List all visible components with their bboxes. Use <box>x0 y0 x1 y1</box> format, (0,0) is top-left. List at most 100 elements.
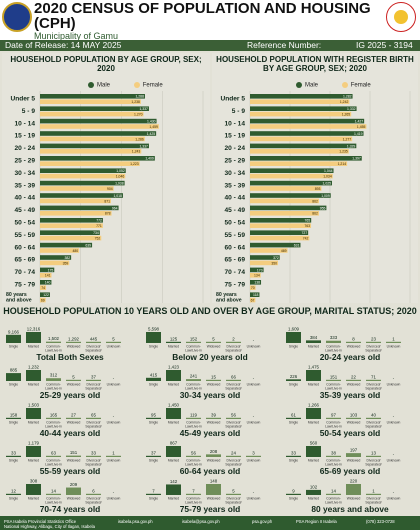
marital-status-title: HOUSEHOLD POPULATION 10 YEARS OLD AND OV… <box>3 306 417 316</box>
marital-value-label: 5 <box>72 374 75 379</box>
bar-value-label: 480 <box>72 249 78 253</box>
female-bar <box>250 161 348 166</box>
age-group-label: 30 - 34 <box>14 170 35 177</box>
marital-category-label: Widowed <box>67 421 81 425</box>
bar-value-label: 134 <box>254 274 260 278</box>
age-group-title: 60-64 years old <box>180 466 241 476</box>
female-swatch <box>133 82 140 88</box>
marital-bar <box>166 446 181 457</box>
male-bar <box>40 94 145 99</box>
marital-bar <box>66 341 81 343</box>
age-group-title: Below 20 years old <box>172 352 247 362</box>
marital-bar <box>46 341 61 343</box>
marital-category-label: Separated/ <box>365 425 381 429</box>
age-group-label: 5 - 9 <box>232 108 246 115</box>
marital-value-label: 308 <box>30 479 38 484</box>
female-bar <box>40 285 47 290</box>
marital-bar <box>206 454 221 457</box>
marital-category-label: Single <box>9 421 18 425</box>
marital-category-label: Unknown <box>107 421 121 425</box>
sun-icon <box>394 10 408 24</box>
marital-category-label: Widowed <box>67 345 81 349</box>
marital-category-label: Unknown <box>387 497 401 501</box>
marital-category-label: Separated/ <box>225 425 241 429</box>
bar-value-label: 955 <box>320 206 326 210</box>
bar-value-label: 1,332 <box>347 107 356 111</box>
footer-facebook[interactable]: PSA Region II Isabela <box>296 519 337 524</box>
male-bar <box>250 242 301 248</box>
marital-category-label: Divorced/ <box>87 383 101 387</box>
marital-bar <box>166 484 181 495</box>
marital-value-label: 27 <box>71 412 76 417</box>
female-bar <box>250 111 352 117</box>
female-bar <box>250 173 333 179</box>
marital-value-label: 142 <box>170 479 178 484</box>
male-bar <box>40 205 119 211</box>
female-bar <box>40 198 111 204</box>
marital-category-label: Common- <box>46 421 60 425</box>
marital-category-label: Divorced/ <box>227 345 241 349</box>
marital-category-label: Married <box>168 497 179 501</box>
bar-value-label: 964 <box>112 206 118 210</box>
male-bar <box>250 180 332 186</box>
footer-address: National Highway, Alibagu, City of Ilaga… <box>4 524 95 529</box>
male-bar <box>250 168 334 173</box>
marital-category-label: Widowed <box>207 459 221 463</box>
age-group-label: 55 - 59 <box>14 232 35 239</box>
marital-bar <box>106 455 121 457</box>
marital-bar <box>6 334 21 343</box>
marital-category-label: Unknown <box>107 459 121 463</box>
marital-category-label: Common- <box>186 497 200 501</box>
marital-category-label: Divorced/ <box>87 345 101 349</box>
marital-category-label: Unknown <box>107 497 121 501</box>
female-bar <box>40 260 70 266</box>
marital-bar <box>286 332 301 343</box>
female-bar <box>250 248 288 253</box>
marital-value-label: 208 <box>210 449 218 454</box>
marital-bar <box>146 377 161 381</box>
footer-site[interactable]: psa.gov.ph <box>252 519 273 524</box>
marital-value-label: 95 <box>151 412 156 417</box>
marital-category-label: Law/Live-in <box>325 501 342 505</box>
marital-category-label: Separated/ <box>85 501 101 505</box>
marital-value-label: 151 <box>70 450 78 455</box>
register-birth-chart-title: HOUSEHOLD POPULATION WITH REGISTER BIRTH… <box>216 55 414 73</box>
footer-web[interactable]: isabela.psa.gov.ph <box>118 519 153 524</box>
marital-category-label: Divorced/ <box>227 459 241 463</box>
bar-value-label: 1,046 <box>116 175 125 179</box>
age-group-label: 5 - 9 <box>22 108 36 115</box>
marital-value-label: 63 <box>51 450 56 455</box>
marital-category-label: Widowed <box>207 421 221 425</box>
marital-category-label: Widowed <box>207 497 221 501</box>
male-bar <box>250 193 331 198</box>
bar-value-label: 765 <box>305 219 311 223</box>
bar-value-label: 372 <box>273 256 279 260</box>
age-group-title: 45-49 years old <box>180 428 241 438</box>
marital-value-label: 125 <box>170 336 178 341</box>
footer-email[interactable]: isabela@psa.gov.ph <box>182 519 220 524</box>
marital-category-label: Single <box>289 459 298 463</box>
marital-category-label: Common- <box>326 459 340 463</box>
bar-value-label: 878 <box>105 212 111 216</box>
age-group-title: Total Both Sexes <box>36 352 104 362</box>
marital-category-label: Unknown <box>387 459 401 463</box>
age-group-label: 70 - 74 <box>224 269 245 276</box>
marital-category-label: Law/Live-in <box>45 425 62 429</box>
marital-bar <box>86 417 101 419</box>
bar-value-label: 1,044 <box>324 169 333 173</box>
census-logo-icon <box>386 2 416 32</box>
marital-category-label: Married <box>28 345 39 349</box>
marital-value-label: 148 <box>210 479 218 484</box>
marital-value-label: 97 <box>331 412 336 417</box>
male-bar <box>40 292 50 297</box>
marital-value-label: 15 <box>211 374 216 379</box>
marital-bar <box>366 341 381 343</box>
marital-bar <box>46 417 61 419</box>
marital-value-label: 1,609 <box>288 327 300 332</box>
marital-category-label: Divorced/ <box>87 459 101 463</box>
marital-category-label: Law/Live-in <box>185 387 202 391</box>
marital-category-label: Separated/ <box>225 349 241 353</box>
marital-category-label: Widowed <box>207 383 221 387</box>
marital-category-label: Separated/ <box>225 387 241 391</box>
marital-category-label: Single <box>289 497 298 501</box>
